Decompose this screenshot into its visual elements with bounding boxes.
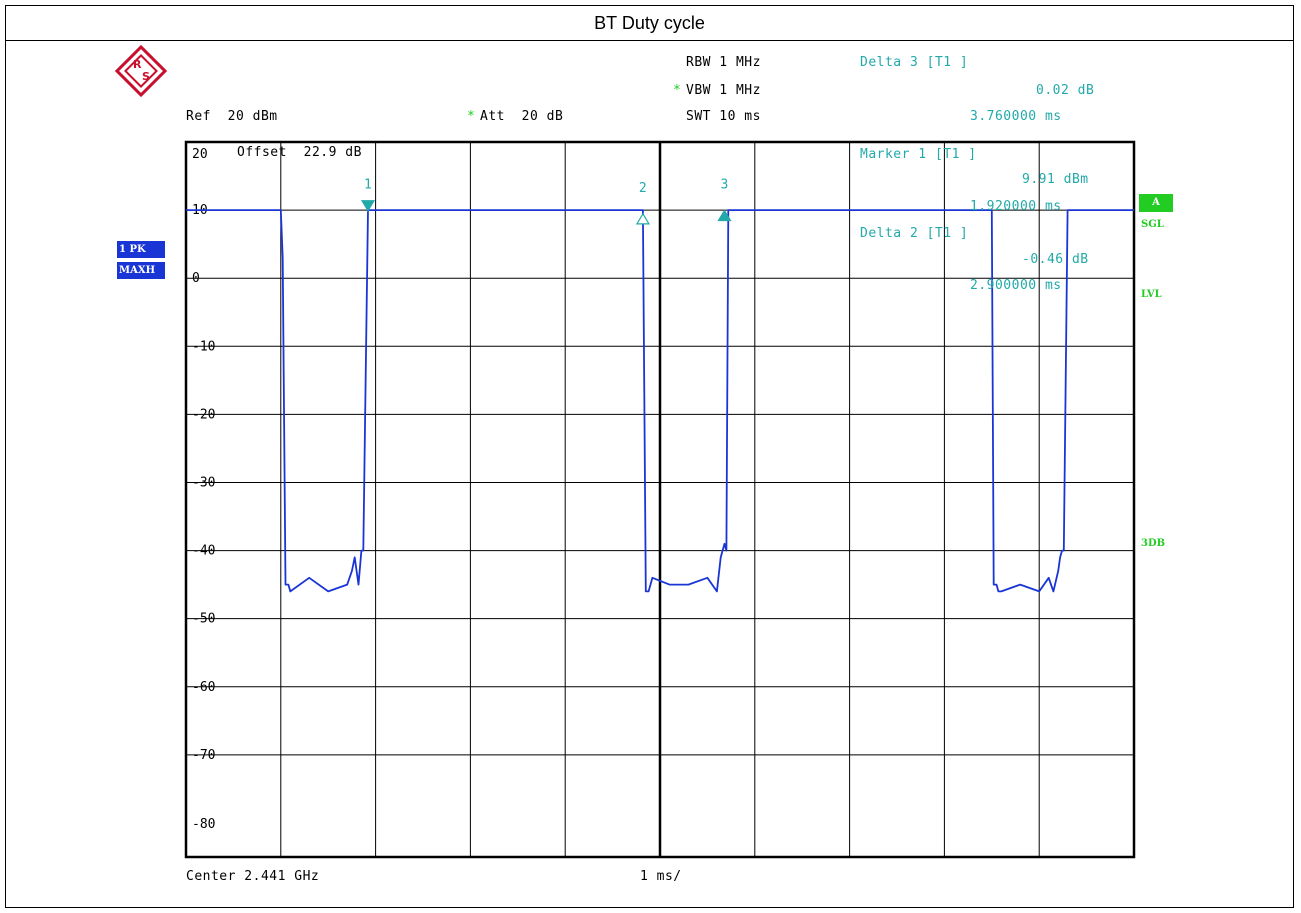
y-tick-label: -60 xyxy=(192,680,215,695)
y-tick-label: -10 xyxy=(192,339,215,354)
delta3-time: 3.760000 ms xyxy=(970,109,1062,124)
lvl-label: LVL xyxy=(1141,289,1162,300)
marker1-title: Marker 1 [T1 ] xyxy=(860,147,977,162)
y-tick-label: -80 xyxy=(192,817,215,832)
marker1-time: 1.920000 ms xyxy=(970,199,1062,214)
page-title: BT Duty cycle xyxy=(5,5,1294,41)
delta3-title: Delta 3 [T1 ] xyxy=(860,55,969,70)
y-tick-label: -20 xyxy=(192,407,215,422)
plot-border xyxy=(184,140,1136,859)
marker-1-symbol xyxy=(360,200,376,212)
sgl-label: SGL xyxy=(1141,219,1164,230)
y-tick-label: 0 xyxy=(192,271,200,286)
marker-3-symbol xyxy=(717,209,732,222)
marker-2-symbol xyxy=(635,212,650,225)
offset-label: Offset 22.9 dB xyxy=(237,145,362,160)
trace-series-line xyxy=(186,209,1134,593)
y-tick-label: -50 xyxy=(192,612,215,627)
attenuation-label: Att 20 dB xyxy=(480,109,564,124)
center-frequency-label: Center 2.441 GHz xyxy=(186,869,320,884)
y-tick-label: -30 xyxy=(192,475,215,490)
3db-label: 3DB xyxy=(1141,538,1166,549)
marker-2-label: 2 xyxy=(639,181,647,196)
delta2-title: Delta 2 [T1 ] xyxy=(860,226,969,241)
marker1-value: 9.91 dBm xyxy=(1022,172,1089,187)
y-tick-label: 20 xyxy=(192,147,208,162)
sweep-time-label: SWT 10 ms xyxy=(686,109,761,124)
ref-level-label: Ref 20 dBm xyxy=(186,109,278,124)
outer-frame xyxy=(5,5,1294,908)
trace-mode-badge-pk: 1 PK xyxy=(117,241,165,258)
delta3-value: 0.02 dB xyxy=(1036,83,1095,98)
vbw-coupled-star: * xyxy=(673,83,682,98)
marker-1-label: 1 xyxy=(364,178,372,193)
trace-a-badge: A xyxy=(1139,194,1173,212)
rbw-label: RBW 1 MHz xyxy=(686,55,761,70)
marker-layer: 1 2 3 xyxy=(360,178,732,225)
marker-3-label: 3 xyxy=(720,178,728,193)
delta2-value: -0.46 dB xyxy=(1022,252,1089,267)
span-per-div-label: 1 ms/ xyxy=(640,869,682,884)
y-tick-label: -70 xyxy=(192,748,215,763)
trace-layer xyxy=(186,209,1134,593)
plot-grid xyxy=(184,140,1136,859)
vbw-label: VBW 1 MHz xyxy=(686,83,761,98)
y-tick-label: -40 xyxy=(192,544,215,559)
att-coupled-star: * xyxy=(467,109,476,124)
delta2-time: 2.900000 ms xyxy=(970,278,1062,293)
trace-mode-badge-maxh: MAXH xyxy=(117,262,165,279)
